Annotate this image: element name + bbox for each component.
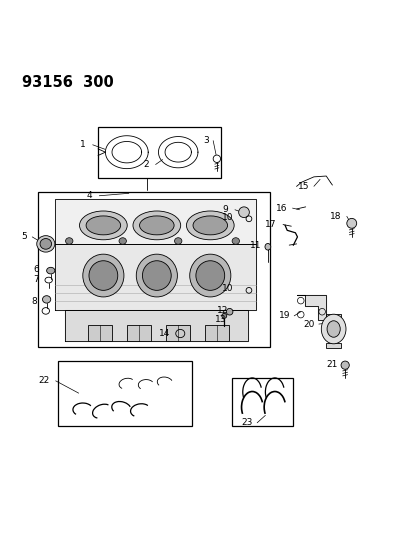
Bar	[232, 377, 293, 426]
Polygon shape	[55, 244, 256, 310]
Ellipse shape	[86, 216, 120, 235]
Ellipse shape	[226, 309, 233, 315]
Bar	[98, 127, 221, 178]
Ellipse shape	[221, 313, 226, 318]
Text: 7: 7	[33, 275, 39, 284]
Bar	[166, 325, 189, 341]
Ellipse shape	[43, 296, 51, 303]
Ellipse shape	[79, 211, 127, 240]
Ellipse shape	[47, 268, 55, 274]
Polygon shape	[55, 199, 256, 244]
Text: 12: 12	[216, 306, 228, 316]
Ellipse shape	[195, 261, 224, 290]
Ellipse shape	[89, 261, 117, 290]
Text: 10: 10	[222, 284, 233, 293]
Ellipse shape	[37, 236, 55, 252]
Text: 17: 17	[264, 220, 275, 229]
Ellipse shape	[133, 211, 180, 240]
Text: 14: 14	[158, 329, 170, 337]
Bar	[38, 192, 269, 346]
Text: 20: 20	[303, 320, 314, 328]
Ellipse shape	[174, 238, 181, 244]
Bar	[126, 325, 150, 341]
Ellipse shape	[320, 314, 345, 344]
Text: 10: 10	[222, 213, 233, 222]
Ellipse shape	[192, 216, 227, 235]
Ellipse shape	[326, 321, 339, 337]
Text: 22: 22	[38, 376, 50, 385]
Text: 19: 19	[278, 311, 290, 320]
Text: 9: 9	[222, 205, 228, 214]
Text: 3: 3	[203, 136, 209, 145]
Ellipse shape	[186, 211, 234, 240]
Ellipse shape	[232, 238, 239, 244]
Ellipse shape	[40, 239, 52, 249]
Ellipse shape	[139, 216, 174, 235]
Ellipse shape	[264, 244, 270, 250]
Text: 21: 21	[325, 360, 337, 369]
Ellipse shape	[119, 238, 126, 244]
Ellipse shape	[142, 261, 171, 290]
Ellipse shape	[136, 254, 177, 297]
Bar	[325, 314, 340, 318]
Text: 23: 23	[241, 418, 252, 427]
Text: 16: 16	[275, 204, 287, 213]
Text: 13: 13	[215, 316, 226, 325]
Polygon shape	[65, 310, 247, 341]
Text: 93156  300: 93156 300	[22, 75, 114, 90]
Bar	[204, 325, 228, 341]
Text: 11: 11	[249, 241, 261, 251]
Text: 2: 2	[143, 160, 149, 169]
Bar	[58, 361, 191, 426]
Text: 15: 15	[297, 182, 308, 191]
Ellipse shape	[189, 254, 230, 297]
Text: 6: 6	[33, 265, 39, 274]
Text: 8: 8	[31, 297, 37, 306]
Text: 5: 5	[21, 232, 27, 241]
Bar	[88, 325, 112, 341]
Text: 4: 4	[87, 191, 93, 200]
Ellipse shape	[83, 254, 123, 297]
Polygon shape	[296, 295, 325, 320]
Text: 18: 18	[330, 212, 341, 221]
Ellipse shape	[346, 219, 356, 228]
Bar	[325, 343, 340, 348]
Text: 1: 1	[80, 140, 85, 149]
Ellipse shape	[65, 238, 73, 244]
Ellipse shape	[238, 207, 249, 217]
Ellipse shape	[340, 361, 349, 369]
